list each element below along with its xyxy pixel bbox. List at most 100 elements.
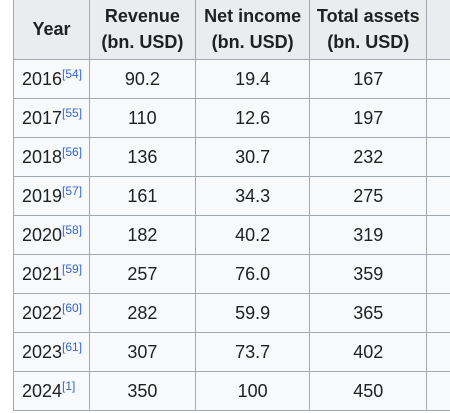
header-revenue-unit: (bn. USD) (101, 32, 184, 52)
net-income-cell: 34.3 (194, 176, 311, 216)
reference-link[interactable]: [55] (62, 105, 83, 120)
revenue-value: 350 (127, 380, 158, 401)
header-revenue: Revenue (bn. USD) (88, 0, 196, 60)
reference-link[interactable]: [54] (62, 66, 83, 81)
net-income-cell: 12.6 (194, 98, 311, 138)
extra-cell (426, 254, 450, 294)
revenue-cell: 257 (88, 254, 196, 294)
reference-link[interactable]: [59] (62, 261, 83, 276)
table-row: 2023[61] 307 73.7 402 (13, 332, 450, 372)
year-value: 2019 (22, 185, 63, 206)
total-assets-value: 402 (353, 341, 384, 362)
extra-cell (426, 371, 450, 411)
net-income-value: 40.2 (235, 224, 271, 245)
header-year: Year (13, 0, 90, 60)
year-cell: 2017[55] (13, 98, 90, 138)
revenue-cell: 90.2 (88, 59, 196, 99)
revenue-value: 136 (127, 146, 158, 167)
net-income-value: 73.7 (235, 341, 271, 362)
year-value: 2021 (22, 263, 63, 284)
net-income-cell: 30.7 (194, 137, 311, 177)
table-row: 2017[55] 110 12.6 197 (13, 98, 450, 138)
total-assets-value: 275 (353, 185, 384, 206)
financials-table: Year Revenue (bn. USD) Net income (bn. U… (13, 0, 450, 411)
revenue-cell: 110 (88, 98, 196, 138)
reference-link[interactable]: [56] (62, 144, 83, 159)
total-assets-value: 450 (353, 380, 384, 401)
total-assets-value: 359 (353, 263, 384, 284)
reference-link[interactable]: [60] (62, 300, 83, 315)
total-assets-value: 167 (353, 68, 384, 89)
header-total-assets-unit: (bn. USD) (327, 32, 410, 52)
header-year-label: Year (32, 19, 71, 39)
table-row: 2018[56] 136 30.7 232 (13, 137, 450, 177)
revenue-value: 307 (127, 341, 158, 362)
total-assets-cell: 197 (309, 98, 428, 138)
extra-cell (426, 215, 450, 255)
net-income-value: 100 (237, 380, 268, 401)
extra-cell (426, 59, 450, 99)
table-row: 2016[54] 90.2 19.4 167 (13, 59, 450, 99)
year-value: 2020 (22, 224, 63, 245)
total-assets-value: 365 (353, 302, 384, 323)
revenue-value: 282 (127, 302, 158, 323)
year-value: 2016 (22, 68, 63, 89)
header-net-income: Net income (bn. USD) (194, 0, 311, 60)
header-row: Year Revenue (bn. USD) Net income (bn. U… (13, 0, 450, 60)
table-row: 2021[59] 257 76.0 359 (13, 254, 450, 294)
header-net-income-label: Net income (204, 6, 302, 26)
year-value: 2024 (22, 380, 63, 401)
table-row: 2020[58] 182 40.2 319 (13, 215, 450, 255)
reference-link[interactable]: [58] (62, 222, 83, 237)
reference-link[interactable]: [61] (62, 339, 83, 354)
year-value: 2022 (22, 302, 63, 323)
net-income-cell: 40.2 (194, 215, 311, 255)
revenue-cell: 161 (88, 176, 196, 216)
net-income-value: 76.0 (235, 263, 271, 284)
revenue-value: 257 (127, 263, 158, 284)
revenue-value: 90.2 (124, 68, 160, 89)
total-assets-cell: 319 (309, 215, 428, 255)
net-income-value: 19.4 (235, 68, 271, 89)
revenue-cell: 136 (88, 137, 196, 177)
reference-link[interactable]: [1] (62, 378, 76, 393)
net-income-value: 30.7 (235, 146, 271, 167)
revenue-value: 110 (128, 107, 157, 128)
extra-cell (426, 176, 450, 216)
extra-cell (426, 137, 450, 177)
total-assets-cell: 275 (309, 176, 428, 216)
extra-cell (426, 332, 450, 372)
year-value: 2018 (22, 146, 63, 167)
year-value: 2023 (22, 341, 63, 362)
year-cell: 2018[56] (13, 137, 90, 177)
total-assets-cell: 365 (309, 293, 428, 333)
net-income-value: 34.3 (235, 185, 271, 206)
net-income-cell: 73.7 (194, 332, 311, 372)
year-value: 2017 (22, 107, 63, 128)
table-row: 2024[1] 350 100 450 (13, 371, 450, 411)
total-assets-cell: 359 (309, 254, 428, 294)
total-assets-value: 319 (353, 224, 384, 245)
extra-cell (426, 293, 450, 333)
year-cell: 2016[54] (13, 59, 90, 99)
total-assets-cell: 232 (309, 137, 428, 177)
revenue-cell: 307 (88, 332, 196, 372)
header-net-income-unit: (bn. USD) (211, 32, 294, 52)
net-income-cell: 76.0 (194, 254, 311, 294)
year-cell: 2019[57] (13, 176, 90, 216)
extra-cell (426, 98, 450, 138)
net-income-cell: 100 (194, 371, 311, 411)
total-assets-cell: 167 (309, 59, 428, 99)
revenue-value: 161 (127, 185, 158, 206)
total-assets-value: 232 (353, 146, 384, 167)
table-row: 2022[60] 282 59.9 365 (13, 293, 450, 333)
reference-link[interactable]: [57] (62, 183, 83, 198)
year-cell: 2023[61] (13, 332, 90, 372)
net-income-cell: 59.9 (194, 293, 311, 333)
total-assets-cell: 402 (309, 332, 428, 372)
net-income-cell: 19.4 (194, 59, 311, 99)
header-total-assets-label: Total assets (316, 6, 420, 26)
table-row: 2019[57] 161 34.3 275 (13, 176, 450, 216)
year-cell: 2020[58] (13, 215, 90, 255)
header-revenue-label: Revenue (104, 6, 180, 26)
